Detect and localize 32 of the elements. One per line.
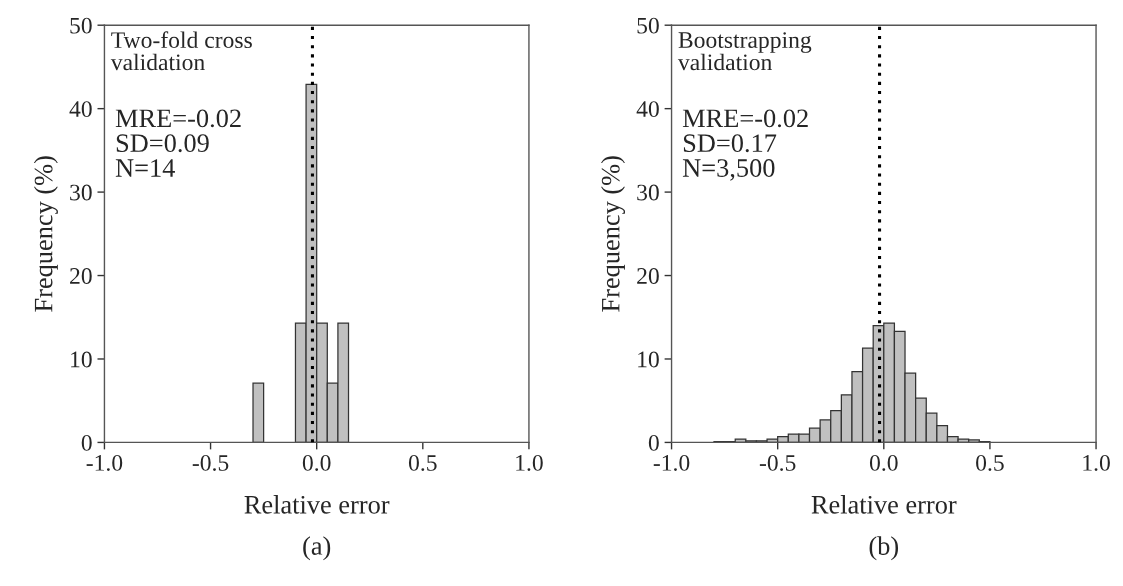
annotation: MRE=-0.02 SD=0.09 N=14	[115, 109, 241, 177]
y-tick-label: 20	[637, 268, 659, 284]
annotation: MRE=-0.02 SD=0.17 N=3,500	[682, 109, 808, 181]
x-tick-label: -1.0	[653, 454, 690, 471]
x-axis-title: Relative error	[244, 495, 390, 514]
annotation: Bootstrapping validation	[677, 32, 812, 71]
x-tick-label: -0.5	[192, 454, 229, 471]
x-tick-label: 1.0	[516, 454, 543, 471]
x-tick-label: -0.5	[759, 454, 796, 471]
y-tick-label: 50	[637, 17, 659, 34]
annotation: Two-fold cross validation	[110, 31, 252, 71]
y-tick-label: 40	[636, 101, 659, 118]
y-tick-label: 0	[81, 434, 92, 451]
y-tick-label: 10	[71, 351, 92, 368]
x-tick-label: 0.5	[976, 454, 1004, 471]
x-tick-label: 1.0	[1083, 454, 1110, 471]
x-tick-label: 0.0	[302, 454, 331, 471]
x-tick-label: -1.0	[86, 454, 123, 471]
x-axis-title: Relative error	[811, 495, 957, 514]
y-tick-label: 0	[648, 434, 659, 451]
x-tick-label: 0.5	[408, 454, 437, 471]
y-axis-title: Frequency (%)	[33, 156, 58, 312]
y-tick-label: 40	[69, 101, 92, 118]
text: (b)	[869, 536, 899, 561]
y-tick-label: 50	[70, 17, 92, 34]
y-tick-label: 20	[70, 268, 92, 284]
y-axis-title: Frequency (%)	[601, 156, 626, 312]
y-tick-label: 30	[70, 184, 92, 201]
y-tick-label: 30	[637, 184, 659, 201]
x-tick-label: 0.0	[869, 454, 898, 471]
text: (a)	[303, 536, 331, 561]
y-tick-label: 10	[638, 351, 659, 368]
